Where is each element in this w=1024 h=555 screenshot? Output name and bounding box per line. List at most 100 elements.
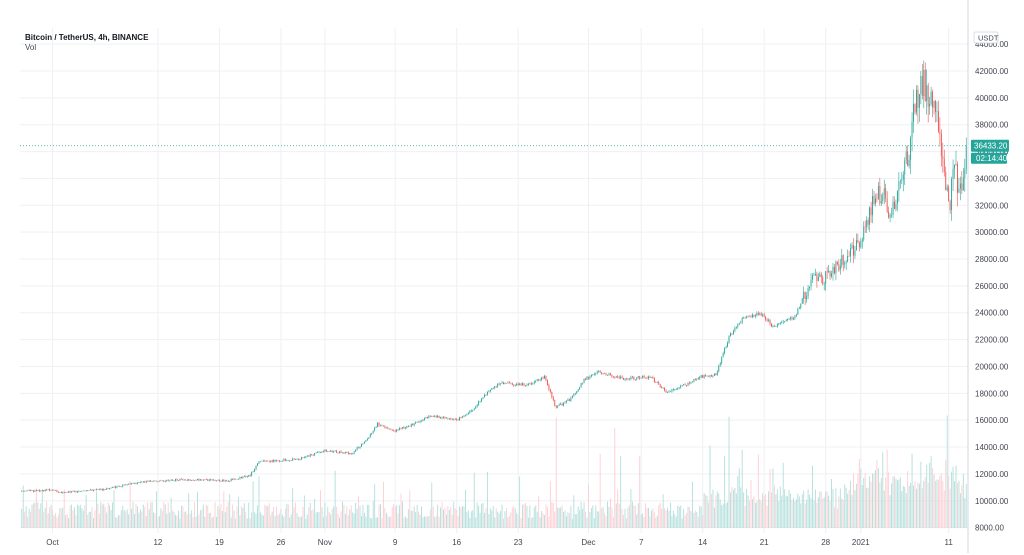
volume-bar-451	[681, 518, 683, 528]
candle-body-106	[176, 479, 178, 481]
candle-body-332	[507, 382, 509, 384]
candle-body-577	[866, 220, 868, 228]
volume-bar-553	[831, 478, 832, 528]
volume-bar-72	[126, 509, 128, 528]
time-axis[interactable]: Oct 12 19 26 Nov 9 16 23 Dec 7 14 21 28 2021 11	[46, 538, 953, 547]
volume-bar-152	[243, 503, 245, 528]
volume-bar-623	[933, 474, 935, 528]
candle-body-233	[362, 443, 364, 445]
candle-body-284	[437, 416, 439, 418]
candle-body-238	[369, 434, 371, 438]
volume-bar-360	[548, 516, 550, 528]
candle-body-445	[672, 389, 674, 390]
candle-body-46	[88, 490, 90, 491]
price-tick-label-9: 26000.00	[975, 282, 1009, 291]
candle-body-273	[421, 420, 422, 422]
volume-bar-557	[836, 508, 838, 528]
volume-bar-584	[876, 460, 878, 528]
volume-bar-395	[599, 453, 601, 528]
volume-bar-192	[302, 506, 304, 528]
candle-body-583	[875, 198, 876, 204]
volume-bar-314	[481, 503, 483, 528]
candle-body-596	[894, 201, 895, 210]
candle-body-53	[98, 489, 100, 491]
price-axis[interactable]: 8000.00 10000.00 12000.00 14000.00 16000.00 1…	[975, 40, 1009, 533]
volume-bar-215	[336, 506, 338, 528]
volume-bar-58	[106, 512, 108, 528]
volume-bar-581	[872, 473, 873, 528]
volume-bar-295	[453, 501, 455, 528]
volume-bar-406	[615, 503, 617, 528]
volume-bar-347	[529, 505, 531, 528]
volume-bar-465	[702, 514, 704, 528]
candle-body-266	[410, 423, 412, 427]
volume-bar-622	[932, 468, 934, 528]
candle-body-203	[318, 451, 320, 453]
volume-bar-332	[507, 517, 509, 528]
candle-body-235	[365, 440, 367, 442]
price-badges: 36433.20 02:14:40	[971, 139, 1009, 164]
volume-bar-544	[817, 497, 819, 528]
candle-body-569	[854, 250, 856, 256]
currency-label[interactable]: USDT	[978, 34, 999, 43]
volume-bar-168	[267, 505, 269, 528]
candle-body-645	[965, 145, 967, 170]
candle-body-168	[267, 460, 269, 462]
symbol-title[interactable]: Bitcoin / TetherUS, 4h, BINANCE	[25, 33, 149, 42]
candle-body-477	[719, 363, 721, 366]
volume-bar-429	[649, 515, 651, 528]
volume-bar-484	[730, 492, 731, 528]
candle-body-33	[69, 491, 71, 493]
time-tick-label-11: 21	[760, 538, 769, 547]
chart-legend[interactable]: Bitcoin / TetherUS, 4h, BINANCE Vol	[25, 33, 148, 53]
candle-body-1	[22, 490, 24, 492]
candle-body-524	[788, 318, 790, 320]
candle-body-158	[252, 471, 254, 473]
candle-body-427	[646, 377, 648, 379]
candle-body-73	[128, 483, 130, 485]
candle-body-432	[653, 378, 655, 382]
candle-body-309	[473, 408, 475, 411]
candle-body-119	[195, 480, 197, 481]
candle-body-267	[412, 423, 414, 426]
candle-body-566	[850, 248, 852, 257]
candle-body-64	[115, 486, 116, 488]
volume-bar-621	[930, 456, 932, 528]
candle-body-3	[25, 490, 27, 492]
candle-body-407	[617, 376, 619, 377]
volume-bar-99	[166, 513, 168, 528]
candle-body-536	[806, 296, 808, 300]
candle-body-559	[839, 265, 841, 271]
candle-body-154	[246, 476, 248, 478]
volume-bar-23	[54, 512, 56, 528]
price-tick-label-10: 28000.00	[975, 255, 1009, 264]
volume-bar-437	[661, 508, 663, 528]
candle-body-384	[583, 378, 585, 383]
volume-bar-37	[75, 515, 77, 528]
volume-bar-108	[179, 518, 181, 528]
candle-body-216	[337, 452, 339, 454]
currency-box[interactable]: USDT	[973, 31, 999, 44]
candle-body-328	[501, 382, 503, 384]
volume-indicator-label[interactable]: Vol	[25, 43, 37, 52]
time-tick-label-4: Nov	[318, 538, 332, 547]
candle-body-294	[451, 419, 453, 420]
volume-bar-404	[612, 517, 614, 528]
candle-body-565	[848, 256, 850, 257]
volume-bar-47	[90, 511, 92, 528]
volume-bar-196	[308, 507, 310, 528]
volume-bar-83	[142, 504, 144, 528]
candle-body-12	[38, 490, 40, 492]
candle-body-308	[472, 410, 474, 411]
volume-bar-453	[684, 515, 686, 528]
candle-body-14	[41, 490, 43, 491]
candle-body-285	[438, 416, 440, 418]
candle-body-424	[642, 376, 644, 378]
volume-bar-530	[797, 493, 799, 528]
candle-body-604	[905, 151, 907, 161]
volume-bar-523	[787, 496, 789, 528]
candle-body-226	[352, 453, 354, 455]
candle-body-540	[812, 275, 813, 280]
